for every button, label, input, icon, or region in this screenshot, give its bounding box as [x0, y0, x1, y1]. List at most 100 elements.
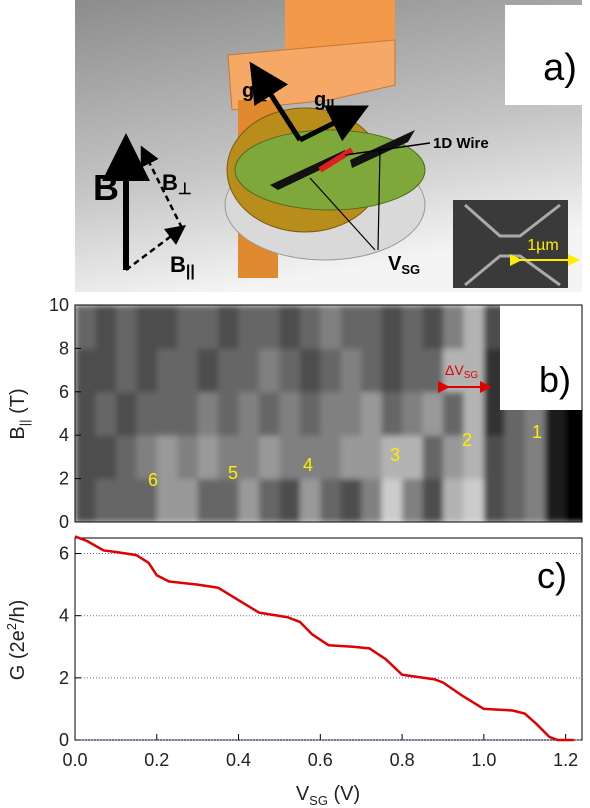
heatmap-cell	[300, 348, 321, 392]
heatmap-cell	[341, 392, 362, 436]
y-tick-label: 0	[59, 512, 69, 532]
heatmap-cell	[136, 305, 157, 349]
label-sub: SG	[464, 370, 479, 381]
heatmap-cell	[382, 392, 403, 436]
heatmap-cell	[504, 435, 525, 479]
heatmap-cell	[423, 348, 444, 392]
heatmap-cell	[218, 348, 239, 392]
heatmap-cell	[279, 435, 300, 479]
label-sub: ||	[326, 97, 334, 114]
heatmap-cell	[136, 392, 157, 436]
heatmap-cell	[95, 348, 116, 392]
heatmap-cell	[198, 348, 219, 392]
subband-label: 4	[303, 455, 313, 475]
heatmap-cell	[423, 435, 444, 479]
heatmap-cell	[566, 435, 587, 479]
heatmap-cell	[75, 348, 96, 392]
heatmap-cell	[361, 392, 382, 436]
heatmap-cell	[259, 479, 280, 523]
heatmap-cell	[423, 479, 444, 523]
heatmap-cell	[259, 348, 280, 392]
heatmap-cell	[116, 348, 137, 392]
heatmap-cell	[320, 435, 341, 479]
heatmap-cell	[279, 479, 300, 523]
label-main: V	[296, 783, 310, 805]
heatmap-cell	[136, 348, 157, 392]
heatmap-cell	[341, 435, 362, 479]
heatmap-cell	[116, 435, 137, 479]
heatmap-cell	[177, 305, 198, 349]
heatmap-cell	[341, 479, 362, 523]
heatmap-cell	[402, 435, 423, 479]
x-tick-label: 0.4	[226, 750, 251, 770]
label-main: ΔV	[445, 362, 464, 378]
heatmap-cell	[545, 435, 566, 479]
heatmap-cell	[341, 348, 362, 392]
heatmap-cell	[484, 435, 505, 479]
heatmap-cell	[157, 435, 178, 479]
subband-label: 6	[148, 470, 158, 490]
heatmap-cell	[402, 348, 423, 392]
label-main: g	[314, 89, 326, 111]
y-tick-label: 10	[49, 295, 69, 315]
heatmap-cell	[443, 435, 464, 479]
heatmap-cell	[279, 392, 300, 436]
heatmap-cell	[239, 479, 260, 523]
heatmap-cell	[300, 479, 321, 523]
heatmap-cell	[177, 479, 198, 523]
heatmap-cell	[239, 392, 260, 436]
heatmap-cell	[525, 479, 546, 523]
y-tick-label: 4	[59, 606, 69, 626]
figure: a) B B⊥ B|| g⊥ g|| 1D Wire VSG 1µm ΔVSG …	[0, 0, 590, 808]
heatmap-cell	[443, 479, 464, 523]
heatmap-cell	[218, 392, 239, 436]
heatmap-cell	[300, 392, 321, 436]
label-sub: SG	[309, 793, 328, 808]
label-sub: ⊥	[178, 181, 192, 198]
heatmap-cell	[75, 392, 96, 436]
x-tick-label: 0.0	[62, 750, 87, 770]
y-tick-label: 2	[59, 469, 69, 489]
label-sub: ||	[186, 263, 195, 280]
label-sub: ⊥	[254, 88, 267, 105]
heatmap-cell	[320, 392, 341, 436]
heatmap-cell	[198, 392, 219, 436]
panel-label: c)	[537, 555, 567, 596]
heatmap-cell	[198, 435, 219, 479]
heatmap-cell	[218, 479, 239, 523]
heatmap-cell	[75, 435, 96, 479]
series-line	[75, 536, 574, 740]
heatmap-cell	[361, 348, 382, 392]
heatmap-cell	[239, 348, 260, 392]
heatmap-cell	[95, 435, 116, 479]
heatmap-cell	[239, 305, 260, 349]
scale-label: 1µm	[527, 237, 558, 254]
heatmap-cell	[300, 305, 321, 349]
heatmap-cell	[566, 479, 587, 523]
x-tick-label: 0.6	[308, 750, 333, 770]
label-main: g	[242, 80, 254, 102]
heatmap-cell	[545, 479, 566, 523]
y-tick-label: 6	[59, 544, 69, 564]
subband-label: 5	[228, 463, 238, 483]
heatmap-cell	[239, 435, 260, 479]
heatmap-cell	[95, 305, 116, 349]
heatmap-cell	[382, 479, 403, 523]
label-main: B	[162, 170, 178, 195]
heatmap-cell	[177, 348, 198, 392]
heatmap-cell	[95, 392, 116, 436]
heatmap-cell	[95, 479, 116, 523]
heatmap-cell	[320, 348, 341, 392]
heatmap-cell	[75, 479, 96, 523]
y-tick-label: 0	[59, 730, 69, 750]
heatmap-cell	[259, 305, 280, 349]
heatmap-cell	[361, 435, 382, 479]
heatmap-cell	[279, 348, 300, 392]
heatmap-cell	[504, 479, 525, 523]
heatmap-cell	[116, 305, 137, 349]
label-rest: /h)	[7, 600, 29, 623]
subband-label: 3	[390, 445, 400, 465]
label-main: V	[388, 253, 402, 275]
